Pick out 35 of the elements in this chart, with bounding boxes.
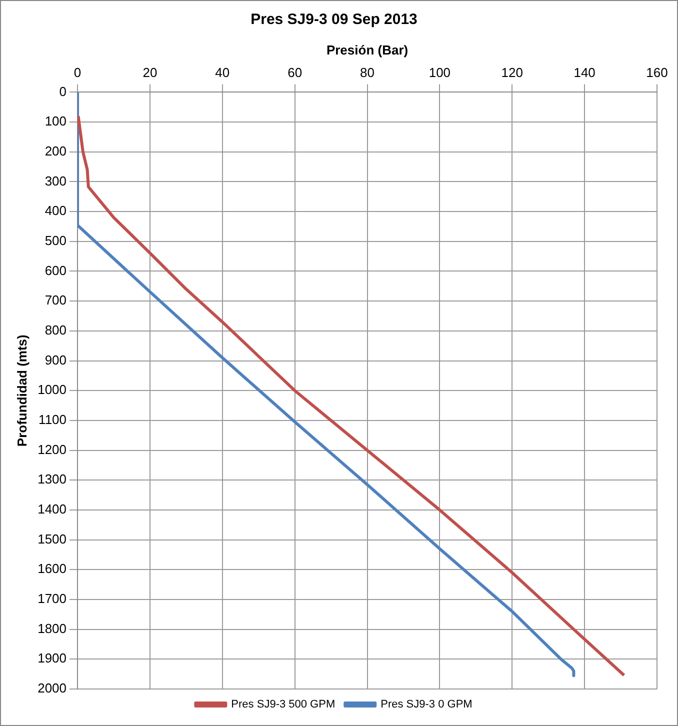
x-tick-label: 160 bbox=[646, 64, 668, 80]
y-tick-label: 1100 bbox=[38, 412, 67, 428]
y-tick-label: 1000 bbox=[38, 382, 67, 398]
y-tick-label: 2000 bbox=[38, 680, 67, 696]
y-axis-title: Profundidad (mts) bbox=[14, 334, 30, 447]
x-tick-label: 40 bbox=[215, 64, 230, 80]
y-tick-label: 300 bbox=[44, 173, 67, 188]
x-tick-label: 20 bbox=[142, 64, 158, 80]
y-tick-label: 0 bbox=[59, 84, 67, 99]
x-tick-label: 0 bbox=[74, 64, 82, 80]
y-tick-label: 400 bbox=[44, 203, 67, 218]
x-tick-label: 80 bbox=[360, 64, 374, 80]
y-tick-label: 1500 bbox=[38, 531, 67, 546]
y-tick-label: 700 bbox=[44, 292, 67, 308]
x-tick-label: 100 bbox=[428, 64, 451, 80]
legend-label: Pres SJ9-3 0 GPM bbox=[380, 698, 472, 711]
y-tick-label: 1600 bbox=[38, 561, 67, 576]
x-tick-label: 120 bbox=[501, 64, 523, 80]
x-tick-label: 140 bbox=[574, 64, 596, 80]
x-tick-label: 60 bbox=[288, 64, 302, 80]
y-tick-label: 900 bbox=[44, 352, 67, 368]
y-tick-label: 500 bbox=[44, 232, 67, 248]
y-tick-label: 600 bbox=[44, 262, 67, 278]
y-tick-label: 1400 bbox=[38, 502, 67, 517]
y-tick-label: 1800 bbox=[38, 620, 67, 636]
y-tick-label: 1900 bbox=[38, 650, 67, 666]
legend-label: Pres SJ9-3 500 GPM bbox=[231, 698, 336, 711]
x-axis-title: Presión (Bar) bbox=[326, 42, 408, 58]
y-tick-label: 1300 bbox=[38, 472, 67, 487]
y-tick-label: 1700 bbox=[38, 591, 67, 606]
chart-title: Pres SJ9-3 09 Sep 2013 bbox=[250, 11, 418, 28]
y-tick-label: 800 bbox=[44, 322, 67, 338]
y-tick-label: 1200 bbox=[38, 442, 67, 457]
y-tick-label: 100 bbox=[44, 114, 67, 129]
y-tick-label: 200 bbox=[44, 143, 67, 158]
